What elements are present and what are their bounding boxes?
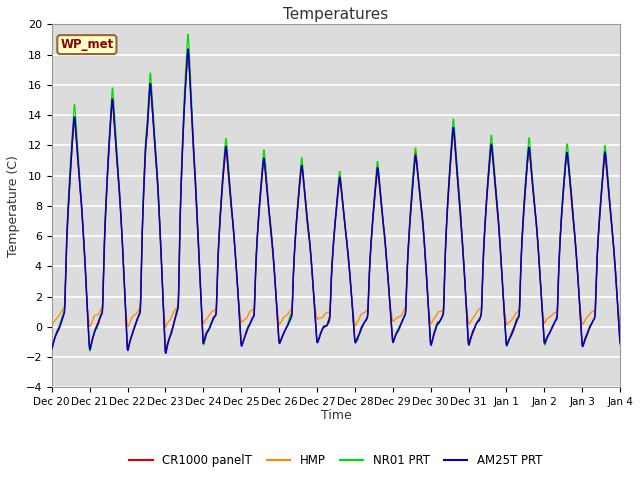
NR01 PRT [48, 348, 56, 353]
NR01 PRT [502, 333, 509, 339]
Y-axis label: Temperature (C): Temperature (C) [7, 155, 20, 257]
HMP [582, 315, 590, 321]
HMP [207, 310, 214, 316]
AM25T PRT [353, 337, 361, 343]
CR1000 panelT [207, 323, 214, 328]
NR01 PRT [207, 321, 214, 326]
NR01 PRT [86, 348, 93, 354]
AM25T PRT [207, 323, 214, 328]
AM25T PRT [184, 46, 192, 52]
Line: CR1000 panelT: CR1000 panelT [52, 49, 620, 353]
Title: Temperatures: Temperatures [284, 7, 388, 22]
AM25T PRT [566, 182, 574, 188]
CR1000 panelT [582, 335, 590, 340]
HMP [566, 186, 574, 192]
Legend: CR1000 panelT, HMP, NR01 PRT, AM25T PRT: CR1000 panelT, HMP, NR01 PRT, AM25T PRT [125, 450, 547, 472]
CR1000 panelT [365, 274, 373, 279]
CR1000 panelT [616, 340, 624, 346]
HMP [502, 316, 509, 322]
AM25T PRT [582, 333, 590, 339]
Text: WP_met: WP_met [60, 38, 113, 51]
Line: AM25T PRT: AM25T PRT [52, 49, 620, 353]
NR01 PRT [616, 342, 624, 348]
CR1000 panelT [162, 350, 170, 356]
AM25T PRT [162, 350, 170, 356]
HMP [48, 323, 56, 328]
CR1000 panelT [353, 336, 361, 341]
HMP [184, 50, 192, 56]
X-axis label: Time: Time [321, 408, 351, 421]
AM25T PRT [48, 346, 56, 352]
NR01 PRT [365, 275, 373, 280]
HMP [616, 320, 624, 325]
HMP [162, 324, 170, 330]
CR1000 panelT [184, 46, 192, 52]
NR01 PRT [582, 335, 590, 341]
HMP [365, 277, 373, 283]
AM25T PRT [616, 340, 624, 346]
NR01 PRT [184, 31, 192, 37]
HMP [353, 321, 361, 326]
CR1000 panelT [566, 182, 574, 188]
AM25T PRT [365, 273, 373, 278]
Line: HMP: HMP [52, 53, 620, 327]
AM25T PRT [502, 331, 509, 337]
CR1000 panelT [502, 330, 509, 336]
CR1000 panelT [48, 343, 56, 349]
NR01 PRT [566, 178, 574, 183]
NR01 PRT [353, 337, 361, 343]
Line: NR01 PRT: NR01 PRT [52, 34, 620, 351]
